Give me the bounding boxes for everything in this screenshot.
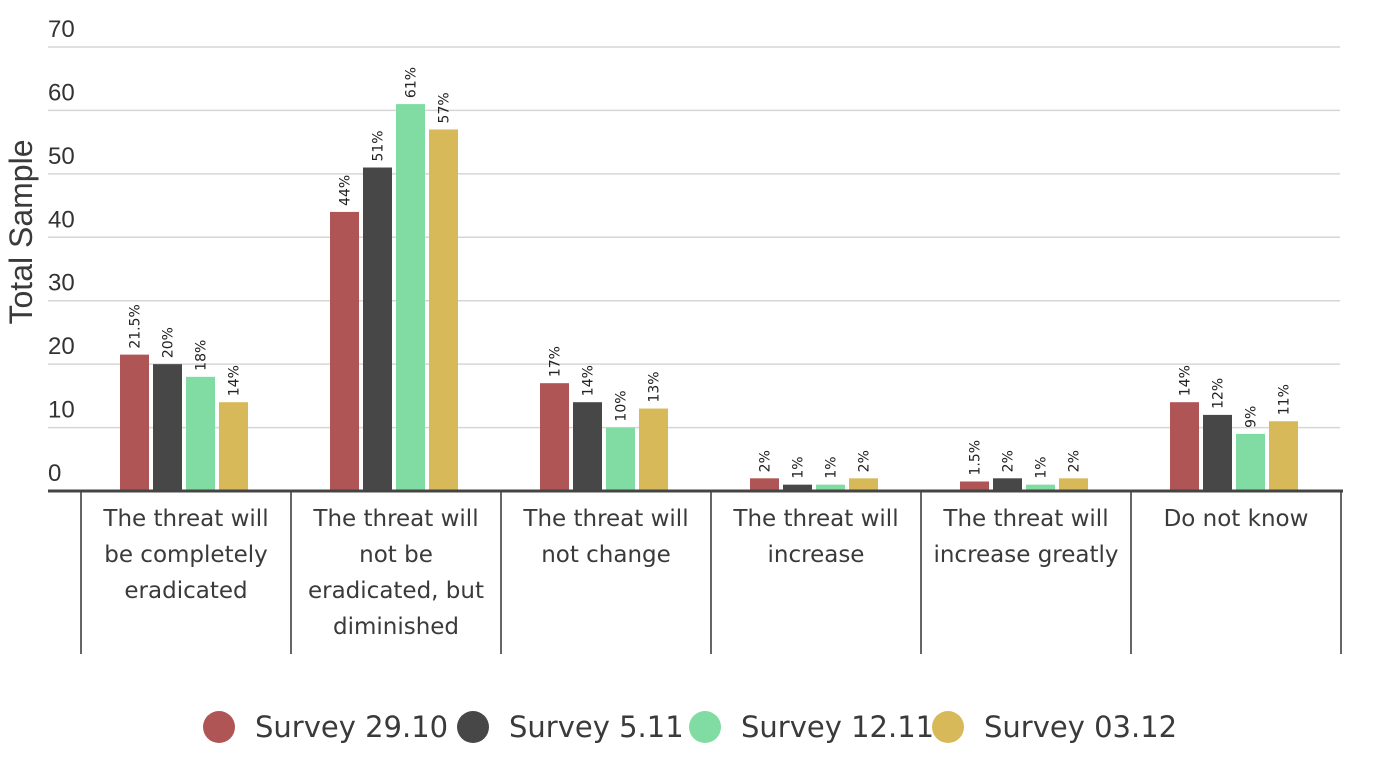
data-label: 13% <box>647 371 663 402</box>
legend-label: Survey 12.11 <box>741 710 934 744</box>
bar <box>783 484 812 491</box>
bar <box>1236 433 1265 491</box>
data-label: 9% <box>1244 406 1260 428</box>
bar <box>540 383 569 491</box>
y-tick-label: 30 <box>48 270 75 297</box>
data-label: 10% <box>614 390 630 421</box>
legend-marker <box>689 711 721 743</box>
data-label: 61% <box>404 67 420 98</box>
bar <box>606 427 635 491</box>
bar <box>396 104 425 491</box>
bar <box>363 167 392 491</box>
bar <box>1170 402 1199 491</box>
bar <box>153 364 182 491</box>
bar <box>429 129 458 491</box>
data-label: 20% <box>161 327 177 358</box>
data-label: 14% <box>1178 365 1194 396</box>
bar <box>1269 421 1298 491</box>
bar <box>993 478 1022 491</box>
category-label: not be <box>359 542 433 568</box>
category-label: eradicated, but <box>308 578 484 604</box>
data-label: 44% <box>338 175 354 206</box>
bar <box>816 484 845 491</box>
data-label: 1% <box>791 456 807 478</box>
data-label: 1% <box>824 456 840 478</box>
category-label: The threat will <box>942 506 1108 532</box>
category-label: increase <box>768 542 865 568</box>
y-tick-label: 70 <box>48 16 75 43</box>
data-label: 2% <box>758 450 774 472</box>
category-label: eradicated <box>124 578 247 604</box>
data-label: 14% <box>581 365 597 396</box>
data-label: 14% <box>227 365 243 396</box>
category-label: The threat will <box>732 506 898 532</box>
y-tick-label: 60 <box>48 79 75 106</box>
data-label: 51% <box>371 130 387 161</box>
data-label: 17% <box>548 346 564 377</box>
data-label: 2% <box>857 450 873 472</box>
legend-label: Survey 03.12 <box>984 710 1177 744</box>
data-label: 21.5% <box>128 304 144 348</box>
legend-marker <box>932 711 964 743</box>
category-label: The threat will <box>312 506 478 532</box>
bar <box>330 211 359 491</box>
category-label: The threat will <box>102 506 268 532</box>
y-tick-label: 40 <box>48 206 75 233</box>
y-tick-label: 0 <box>48 460 61 487</box>
category-label: be completely <box>104 542 268 568</box>
legend-marker <box>203 711 235 743</box>
bar <box>1203 414 1232 491</box>
bar <box>219 402 248 491</box>
y-axis-title: Total Sample <box>3 140 39 325</box>
bar <box>573 402 602 491</box>
category-label: not change <box>541 542 671 568</box>
category-label: diminished <box>333 614 459 640</box>
bar <box>960 481 989 491</box>
y-tick-label: 20 <box>48 333 75 360</box>
bar <box>639 408 668 491</box>
data-label: 1.5% <box>968 440 984 476</box>
bar <box>1026 484 1055 491</box>
bar <box>1059 478 1088 491</box>
y-tick-label: 10 <box>48 397 75 424</box>
category-label: increase greatly <box>933 542 1118 568</box>
data-label: 11% <box>1277 384 1293 415</box>
bar <box>849 478 878 491</box>
y-tick-label: 50 <box>48 143 75 170</box>
legend-marker <box>457 711 489 743</box>
category-label: Do not know <box>1164 506 1309 532</box>
legend-label: Survey 5.11 <box>509 710 684 744</box>
bar <box>750 478 779 491</box>
legend-label: Survey 29.10 <box>255 710 448 744</box>
data-label: 2% <box>1001 450 1017 472</box>
bar <box>120 354 149 491</box>
data-label: 12% <box>1211 378 1227 409</box>
bar <box>186 376 215 491</box>
data-label: 57% <box>437 92 453 123</box>
data-label: 1% <box>1034 456 1050 478</box>
category-label: The threat will <box>522 506 688 532</box>
data-label: 2% <box>1067 450 1083 472</box>
data-label: 18% <box>194 340 210 371</box>
